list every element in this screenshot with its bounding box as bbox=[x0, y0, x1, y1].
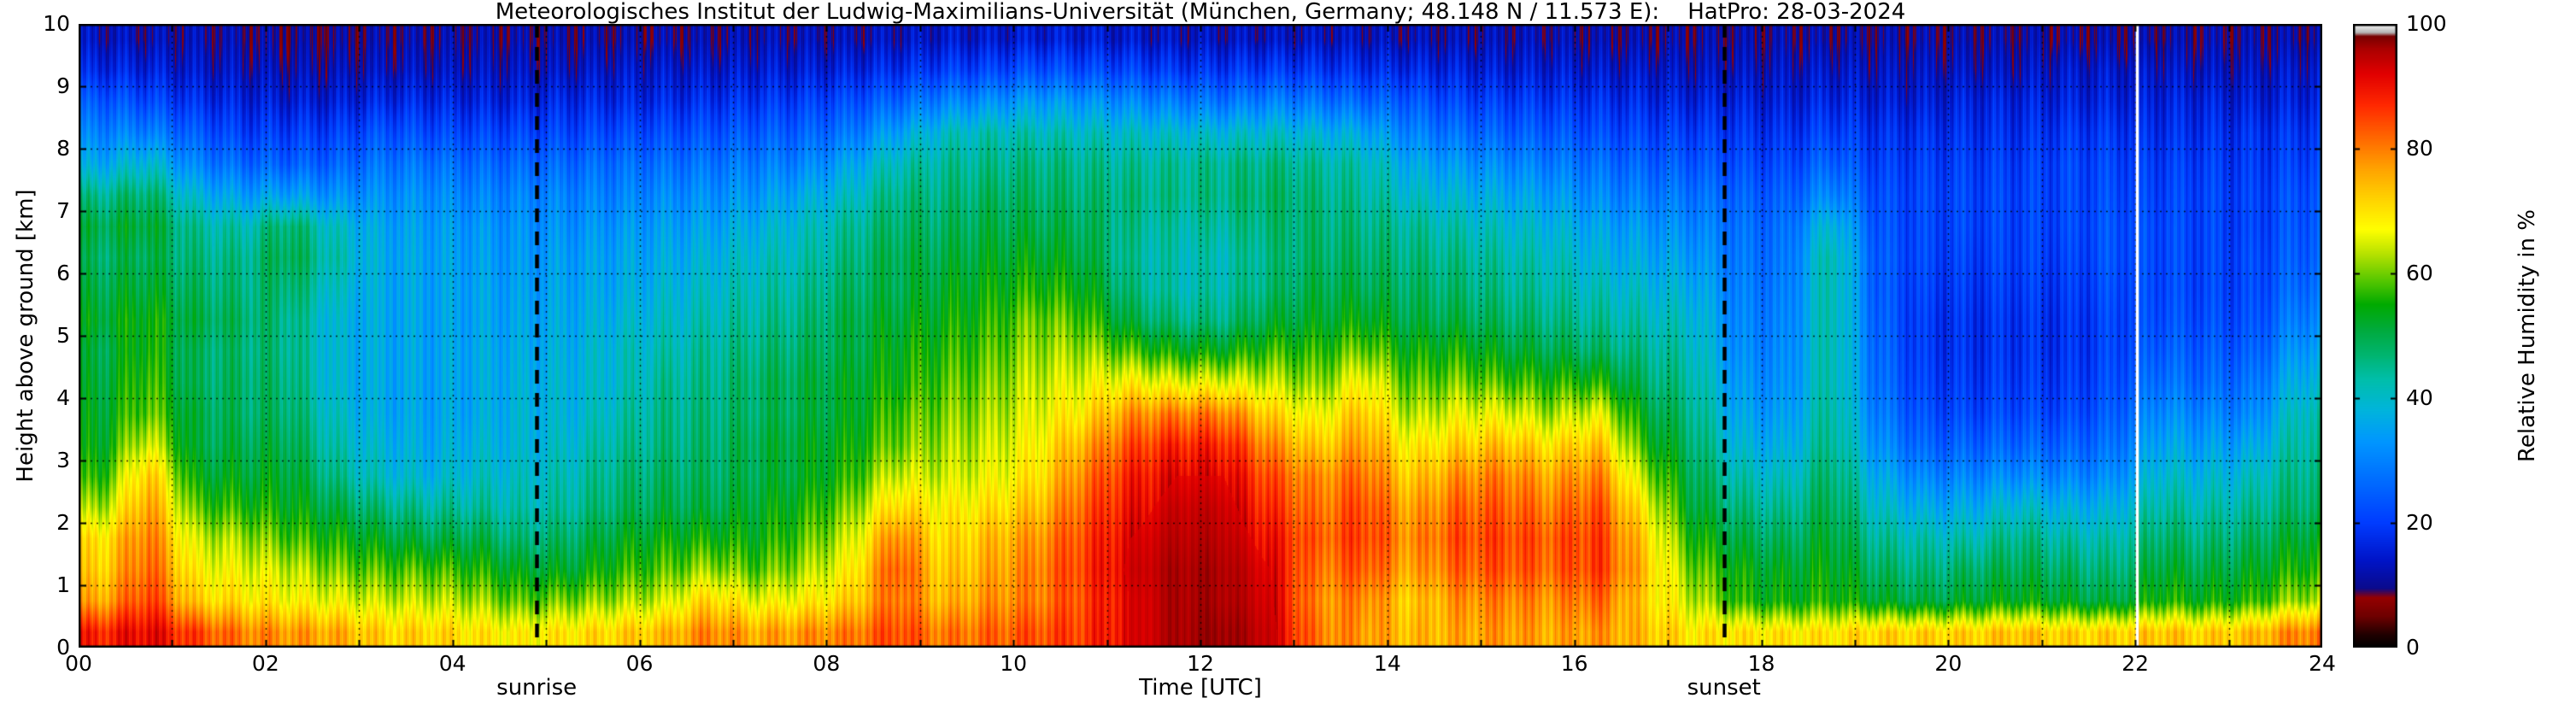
chart-title: Meteorologisches Institut der Ludwig-Max… bbox=[495, 0, 1906, 25]
x-axis-label: Time [UTC] bbox=[1139, 675, 1262, 701]
y-tick-label: 3 bbox=[56, 448, 70, 472]
y-tick-label: 9 bbox=[56, 73, 70, 98]
sunrise-label: sunrise bbox=[496, 675, 578, 701]
colorbar-tick-label: 40 bbox=[2406, 385, 2433, 410]
x-tick-label: 20 bbox=[1934, 651, 1963, 676]
x-tick-label: 14 bbox=[1373, 651, 1401, 676]
sunset-label: sunset bbox=[1687, 675, 1761, 701]
colorbar-canvas bbox=[2353, 24, 2397, 648]
x-tick-label: 22 bbox=[2121, 651, 2150, 676]
y-tick-label: 1 bbox=[56, 572, 70, 597]
x-tick-label: 00 bbox=[65, 651, 92, 676]
colorbar-tick-label: 80 bbox=[2406, 136, 2433, 161]
y-tick-label: 8 bbox=[56, 136, 70, 161]
colorbar-tick-label: 60 bbox=[2406, 261, 2433, 285]
y-tick-label: 5 bbox=[56, 323, 70, 348]
x-tick-label: 10 bbox=[1000, 651, 1028, 676]
y-tick-label: 4 bbox=[56, 385, 70, 410]
x-tick-label: 24 bbox=[2309, 651, 2336, 676]
x-tick-label: 12 bbox=[1187, 651, 1214, 676]
y-tick-label: 6 bbox=[56, 261, 70, 285]
y-tick-label: 0 bbox=[56, 635, 70, 660]
y-tick-label: 10 bbox=[43, 11, 70, 36]
x-tick-label: 02 bbox=[251, 651, 279, 676]
x-tick-label: 16 bbox=[1560, 651, 1588, 676]
colorbar-label: Relative Humidity in % bbox=[2514, 209, 2540, 462]
x-tick-label: 04 bbox=[438, 651, 466, 676]
colorbar-tick-label: 100 bbox=[2406, 11, 2447, 36]
colorbar-tick-label: 20 bbox=[2406, 510, 2433, 535]
y-tick-label: 2 bbox=[56, 510, 70, 535]
colorbar-tick-label: 0 bbox=[2406, 635, 2420, 660]
heatmap-canvas bbox=[79, 24, 2322, 648]
x-tick-label: 18 bbox=[1747, 651, 1775, 676]
x-tick-label: 06 bbox=[625, 651, 654, 676]
x-tick-label: 08 bbox=[813, 651, 841, 676]
y-tick-label: 7 bbox=[56, 198, 70, 223]
